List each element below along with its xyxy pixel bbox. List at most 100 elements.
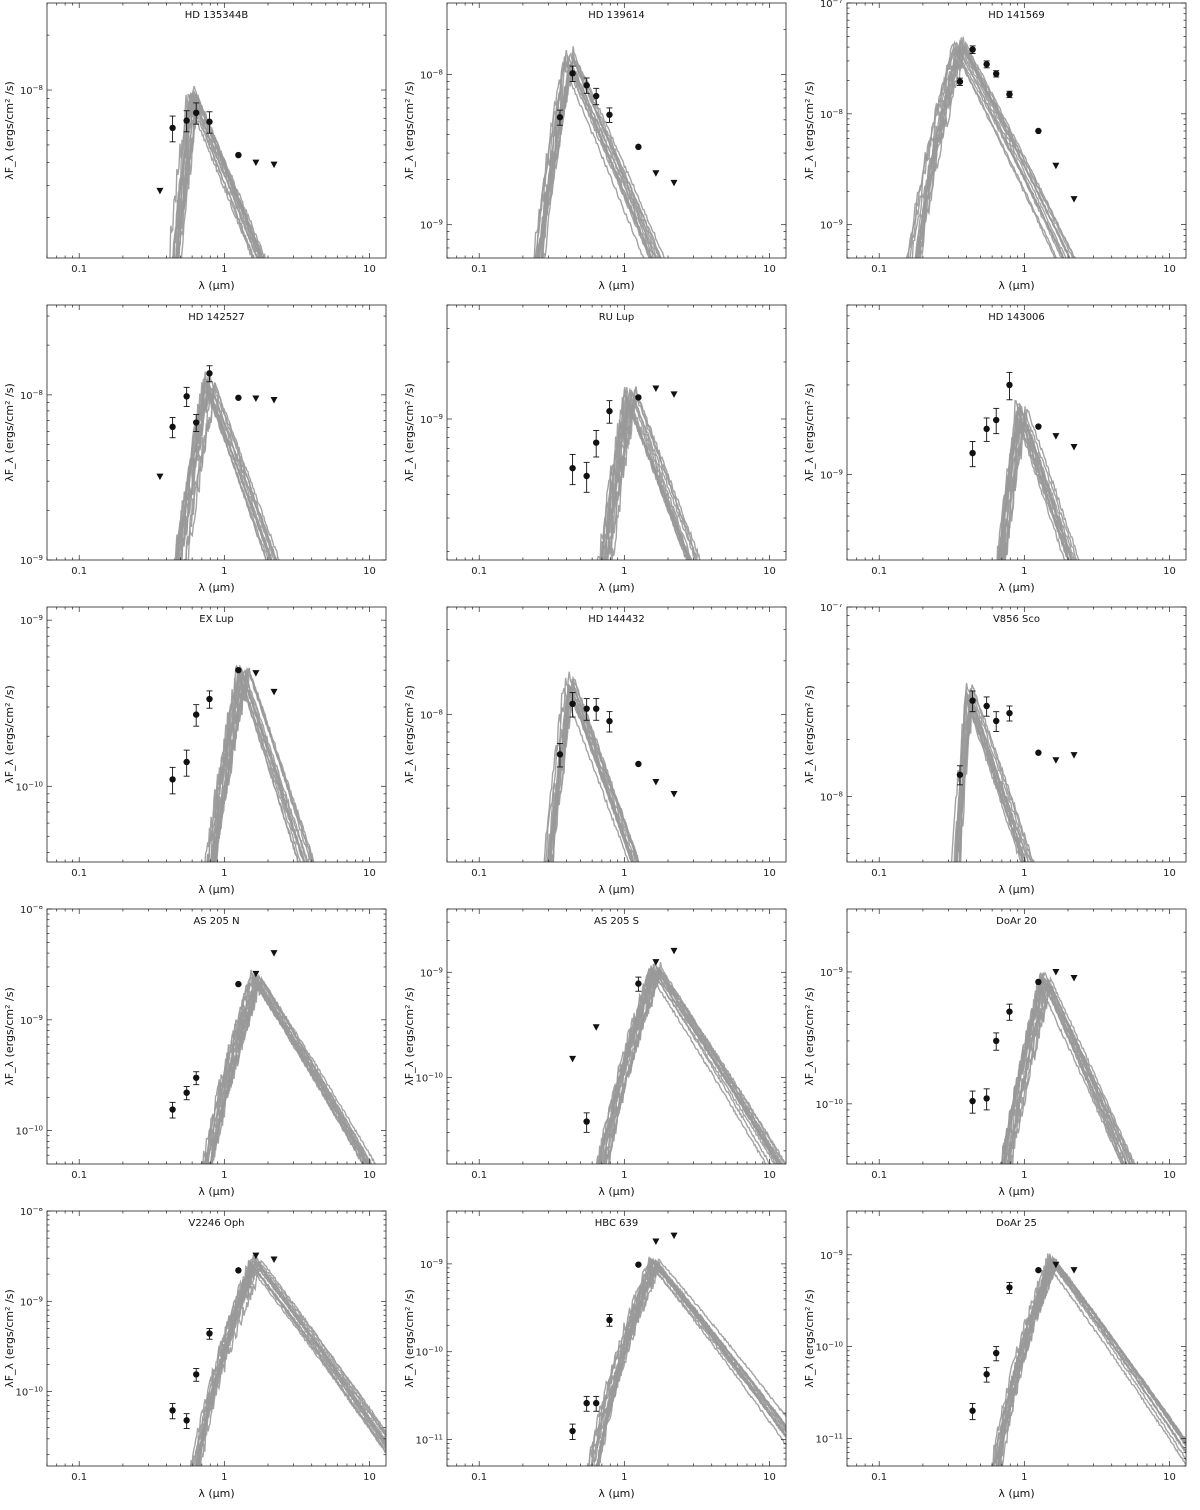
x-tick-label: 10 bbox=[763, 868, 776, 879]
x-tick-label: 10 bbox=[363, 868, 376, 879]
model-curves bbox=[189, 1254, 386, 1466]
data-point bbox=[956, 78, 964, 85]
model-sed-curve bbox=[999, 402, 1073, 560]
panel-title: HD 141569 bbox=[988, 10, 1045, 21]
y-tick-label: 10−8 bbox=[20, 84, 43, 97]
data-point bbox=[169, 124, 176, 132]
model-sed-curve bbox=[610, 387, 697, 560]
x-axis-label: λ (μm) bbox=[198, 581, 234, 594]
model-sed-curve bbox=[187, 382, 280, 560]
x-axis: 0.1 1 10 bbox=[446, 1211, 776, 1483]
data-point bbox=[969, 1407, 976, 1414]
axes-frame bbox=[446, 2, 787, 259]
photometry-points bbox=[156, 365, 278, 481]
y-tick-label: 10−10 bbox=[415, 1346, 443, 1359]
model-sed-curve bbox=[533, 50, 653, 258]
y-tick-label: 10−9 bbox=[20, 1014, 43, 1027]
upper-limit-marker bbox=[270, 1256, 278, 1264]
model-sed-curve bbox=[177, 99, 262, 258]
model-sed-curve bbox=[956, 697, 1025, 862]
panel-title: HD 135344B bbox=[185, 10, 249, 21]
y-tick-label: 10−10 bbox=[15, 1125, 43, 1138]
x-axis-label: λ (μm) bbox=[998, 581, 1034, 594]
upper-limit-marker bbox=[652, 170, 660, 177]
model-sed-curve bbox=[919, 41, 1076, 258]
sed-panel: 0.1 1 10 10−8 10−9 HD 139614 λ (μm) λF_λ (ergs/… bbox=[400, 0, 800, 302]
panel-title: RU Lup bbox=[599, 312, 635, 323]
model-sed-curve bbox=[915, 39, 1071, 258]
model-sed-curve bbox=[544, 677, 634, 862]
data-point bbox=[193, 419, 200, 426]
x-axis-label: λ (μm) bbox=[998, 279, 1034, 292]
model-sed-curve bbox=[1001, 980, 1125, 1164]
model-sed-curve bbox=[181, 387, 277, 560]
x-tick-label: 10 bbox=[1163, 264, 1176, 275]
x-tick-label: 0.1 bbox=[871, 868, 887, 879]
model-sed-curve bbox=[1003, 978, 1128, 1164]
y-axis-label: λF_λ (ergs/cm² /s) bbox=[803, 987, 816, 1086]
photometry-points bbox=[969, 1261, 1078, 1421]
axes-frame bbox=[846, 2, 1187, 259]
x-tick-label: 1 bbox=[621, 1170, 627, 1181]
upper-limit-marker bbox=[670, 947, 678, 955]
x-tick-label: 1 bbox=[221, 1472, 227, 1483]
x-tick-label: 10 bbox=[363, 1472, 376, 1483]
axes-frame bbox=[46, 304, 387, 561]
upper-limit-marker bbox=[1052, 757, 1060, 764]
data-point bbox=[1006, 91, 1013, 98]
model-sed-curve bbox=[208, 978, 377, 1164]
sed-plot: 0.1 1 10 10−8 HD 135344B λ (μm) λF_λ (ergs/cm²… bbox=[3, 2, 387, 292]
axes-frame bbox=[46, 2, 387, 259]
model-sed-curve bbox=[1007, 983, 1126, 1164]
model-sed-curve bbox=[211, 668, 302, 862]
model-sed-curve bbox=[543, 688, 630, 862]
model-sed-curve bbox=[213, 670, 309, 862]
photometry-points bbox=[569, 385, 678, 493]
data-point bbox=[235, 980, 242, 988]
sed-panel: 0.1 1 10 10−7 10−8 10−9 HD 141569 λ (μm) λF_λ (e… bbox=[800, 0, 1200, 302]
model-sed-curve bbox=[206, 673, 300, 862]
x-axis-label: λ (μm) bbox=[998, 883, 1034, 896]
x-axis-label: λ (μm) bbox=[998, 1185, 1034, 1198]
model-sed-curve bbox=[955, 691, 1023, 862]
x-tick-label: 1 bbox=[1021, 566, 1027, 577]
model-sed-curve bbox=[193, 1262, 386, 1466]
sed-panel: 0.1 1 10 10−8 10−9 10−10 V2246 Oph λ (μm) λF_λ (… bbox=[0, 1208, 400, 1510]
sed-panel: 0.1 1 10 10−8 HD 144432 λ (μm) λF_λ (ergs/cm² … bbox=[400, 604, 800, 906]
data-point bbox=[183, 1417, 190, 1424]
axes-frame bbox=[446, 304, 787, 561]
upper-limit-marker bbox=[270, 161, 278, 169]
sed-panel: 0.1 1 10 10−8 HD 135344B λ (μm) λF_λ (ergs/cm²… bbox=[0, 0, 400, 302]
model-sed-curve bbox=[909, 41, 1063, 258]
model-sed-curve bbox=[192, 1264, 386, 1466]
y-tick-label: 10−10 bbox=[15, 780, 43, 793]
data-point bbox=[983, 425, 990, 433]
sed-plot: 0.1 1 10 10−7 10−8 10−9 HD 141569 λ (μm) λF_λ (e… bbox=[803, 0, 1187, 292]
model-sed-curve bbox=[1001, 977, 1132, 1164]
data-point bbox=[593, 439, 600, 446]
data-point bbox=[635, 760, 642, 768]
y-axis: 10−8 bbox=[420, 606, 786, 841]
model-sed-curve bbox=[169, 93, 255, 258]
upper-limit-marker bbox=[652, 385, 660, 392]
model-sed-curve bbox=[547, 687, 634, 862]
upper-limit-marker bbox=[252, 159, 260, 167]
model-sed-curve bbox=[606, 389, 693, 560]
model-sed-curve bbox=[997, 418, 1069, 560]
photometry-points bbox=[956, 690, 1078, 786]
x-tick-label: 0.1 bbox=[871, 1170, 887, 1181]
model-sed-curve bbox=[955, 697, 1027, 862]
axes-frame bbox=[846, 908, 1187, 1165]
data-point bbox=[969, 449, 976, 457]
model-sed-curve bbox=[1002, 984, 1123, 1164]
model-sed-curve bbox=[174, 379, 272, 560]
panel-title: HD 142527 bbox=[188, 312, 245, 323]
model-curves bbox=[200, 969, 377, 1164]
model-sed-curve bbox=[202, 972, 370, 1164]
data-point bbox=[983, 702, 990, 710]
y-axis-label: λF_λ (ergs/cm² /s) bbox=[3, 383, 16, 482]
x-tick-label: 0.1 bbox=[71, 264, 87, 275]
panel-title: V856 Sco bbox=[993, 614, 1040, 625]
data-point bbox=[993, 1349, 1000, 1357]
upper-limit-marker bbox=[252, 1252, 260, 1260]
